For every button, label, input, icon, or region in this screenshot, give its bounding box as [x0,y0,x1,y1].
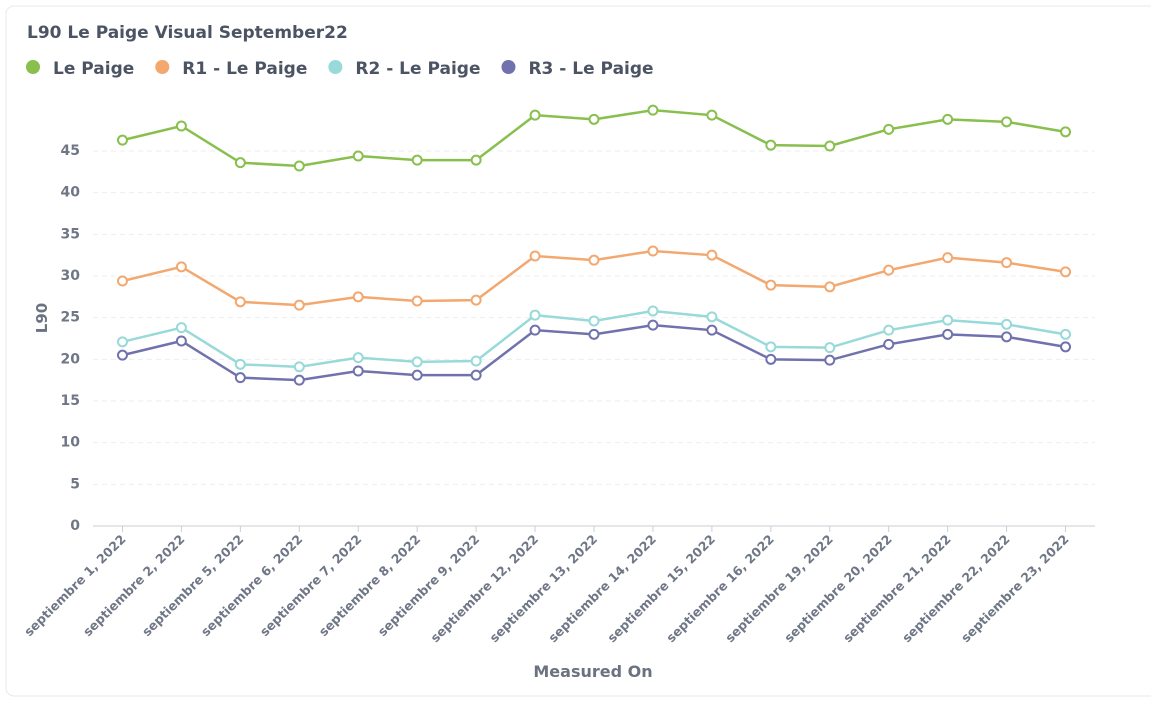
data-point [293,160,305,172]
y-tick-label: 15 [61,393,80,409]
data-point [1001,116,1013,128]
data-point [234,358,246,370]
data-point [588,113,600,125]
y-tick-label: 45 [61,143,80,159]
data-point [765,139,777,151]
data-point [942,328,954,340]
data-point [824,140,836,152]
legend-label: R3 - Le Paige [528,59,653,79]
data-point [824,342,836,354]
data-point [470,294,482,306]
data-point [1001,331,1013,343]
data-point [706,249,718,261]
legend: Le Paige R1 - Le Paige R2 - Le Paige R3 - L… [26,59,654,79]
data-point [588,254,600,266]
data-point [529,250,541,262]
y-tick-label: 10 [61,435,81,451]
legend-swatch [155,60,170,74]
data-point [116,134,128,146]
data-point [765,279,777,291]
legend-label: R2 - Le Paige [355,59,480,79]
data-point [175,322,187,334]
data-point [1060,126,1072,138]
data-point [706,109,718,121]
data-point [647,104,659,116]
x-axis-label: Measured On [533,662,652,681]
data-point [352,150,364,162]
data-point [647,305,659,317]
card [5,5,1151,697]
data-point [175,120,187,132]
data-point [293,361,305,373]
data-point [352,291,364,303]
data-point [883,338,895,350]
data-point [942,113,954,125]
data-point [470,154,482,166]
data-point [588,315,600,327]
data-point [352,365,364,377]
data-point [411,295,423,307]
y-tick-label: 20 [61,351,81,367]
data-point [411,356,423,368]
data-point [1060,266,1072,278]
data-point [234,372,246,384]
data-point [116,275,128,287]
data-point [824,281,836,293]
y-tick-label: 5 [70,476,80,492]
data-point [175,261,187,273]
data-point [293,374,305,386]
data-point [352,352,364,364]
y-axis-label: L90 [33,303,51,333]
data-point [470,355,482,367]
data-point [529,109,541,121]
data-point [175,335,187,347]
data-point [116,349,128,361]
data-point [234,296,246,308]
data-point [765,341,777,353]
data-point [942,252,954,264]
data-point [883,123,895,135]
data-point [942,314,954,326]
data-point [647,319,659,331]
y-tick-label: 35 [61,226,80,242]
data-point [529,309,541,321]
data-point [293,299,305,311]
y-tick-label: 40 [61,185,81,201]
legend-label: Le Paige [53,59,134,79]
chart-title: L90 Le Paige Visual September22 [27,23,348,43]
data-point [411,154,423,166]
data-point [116,336,128,348]
data-point [234,157,246,169]
legend-swatch [328,60,343,74]
legend-swatch [26,60,40,74]
y-tick-label: 0 [70,518,80,534]
data-point [529,324,541,336]
data-point [824,354,836,366]
data-point [706,324,718,336]
data-point [470,369,482,381]
data-point [765,353,777,365]
data-point [1060,341,1072,353]
legend-label: R1 - Le Paige [182,59,307,79]
data-point [1001,318,1013,330]
legend-swatch [501,60,516,74]
y-tick-label: 30 [61,268,81,284]
data-point [1060,328,1072,340]
data-point [883,264,895,276]
data-point [588,328,600,340]
data-point [883,324,895,336]
data-point [706,311,718,323]
data-point [411,369,423,381]
data-point [1001,257,1013,269]
data-point [647,245,659,257]
y-tick-label: 25 [61,310,80,326]
